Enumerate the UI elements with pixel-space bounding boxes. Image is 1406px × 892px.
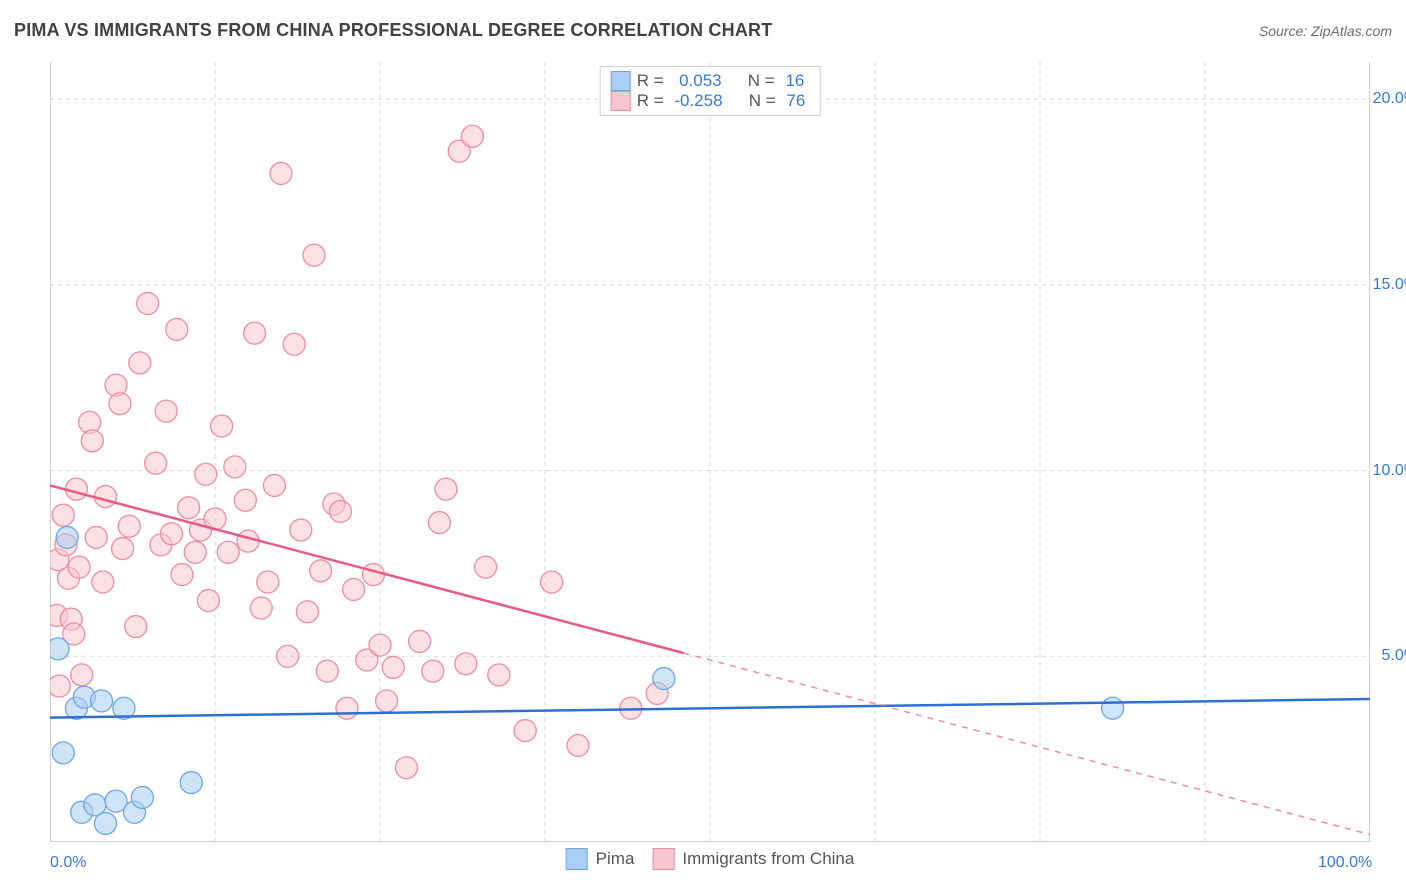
- stats-legend: R = 0.053 N = 16 R = -0.258 N = 76: [600, 66, 821, 116]
- y-tick-label: 20.0%: [1373, 90, 1406, 108]
- source-credit: Source: ZipAtlas.com: [1259, 23, 1392, 39]
- swatch-icon: [611, 91, 631, 111]
- r-value: -0.258: [670, 91, 723, 111]
- swatch-icon: [566, 848, 588, 870]
- stats-row-series-1: R = -0.258 N = 76: [611, 91, 806, 111]
- legend-item-0: Pima: [566, 848, 635, 870]
- swatch-icon: [652, 848, 674, 870]
- header-row: PIMA VS IMMIGRANTS FROM CHINA PROFESSION…: [14, 20, 1392, 41]
- y-tick-label: 5.0%: [1382, 647, 1406, 665]
- stats-row-series-0: R = 0.053 N = 16: [611, 71, 806, 91]
- scatter-chart: [50, 62, 1370, 842]
- x-tick-label: 0.0%: [50, 854, 86, 872]
- n-value: 16: [781, 71, 805, 91]
- y-tick-label: 15.0%: [1373, 276, 1406, 294]
- legend-item-1: Immigrants from China: [652, 848, 854, 870]
- x-tick-label: 100.0%: [1318, 854, 1372, 872]
- n-value: 76: [782, 91, 806, 111]
- r-value: 0.053: [670, 71, 722, 91]
- chart-title: PIMA VS IMMIGRANTS FROM CHINA PROFESSION…: [14, 20, 772, 41]
- swatch-icon: [611, 71, 631, 91]
- y-tick-label: 10.0%: [1373, 462, 1406, 480]
- bottom-legend: Pima Immigrants from China: [566, 848, 855, 870]
- plot-area: ZIPatlas R = 0.053 N = 16 R = -0.258 N =…: [50, 62, 1370, 842]
- chart-container: PIMA VS IMMIGRANTS FROM CHINA PROFESSION…: [0, 0, 1406, 892]
